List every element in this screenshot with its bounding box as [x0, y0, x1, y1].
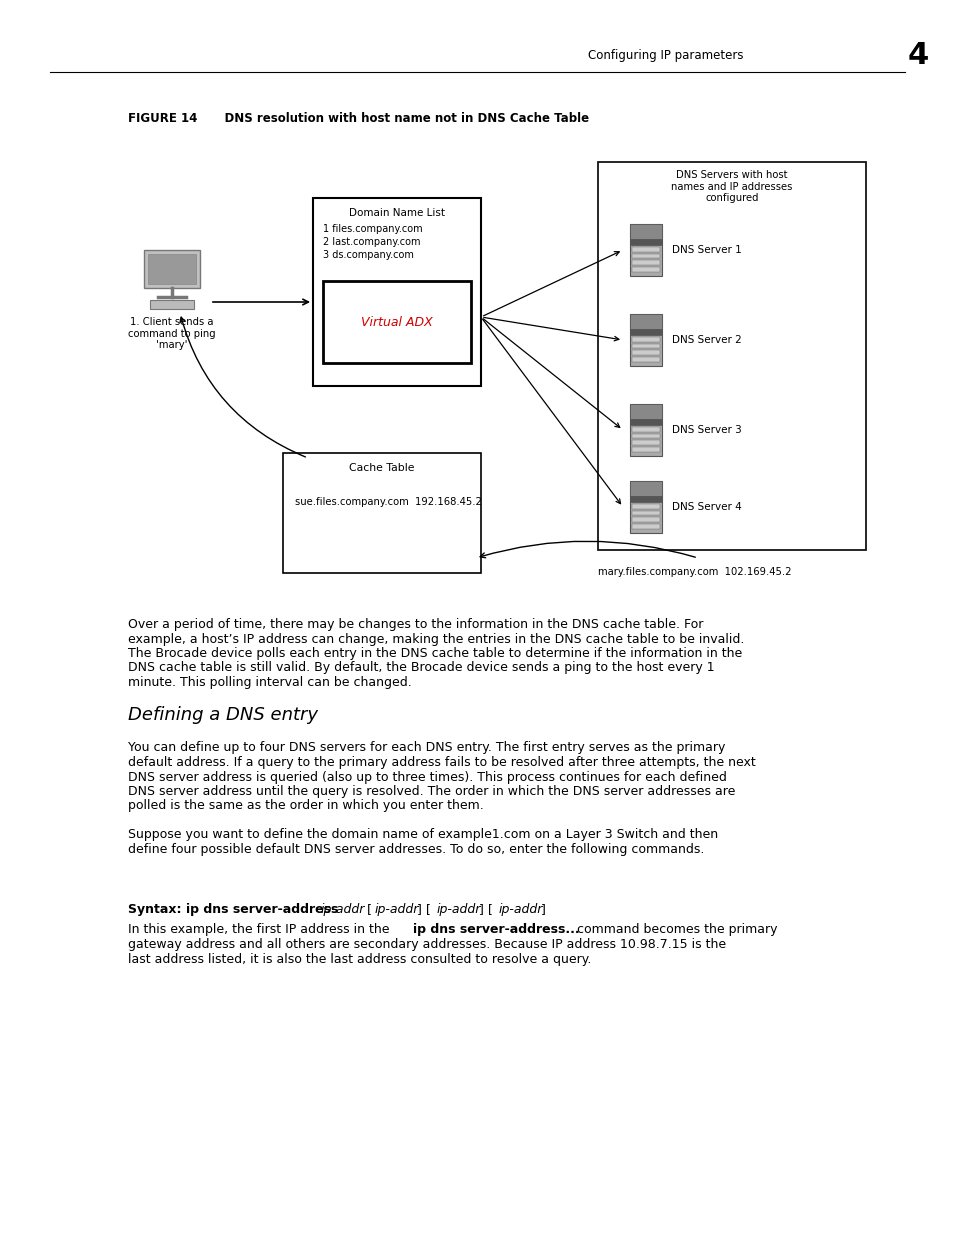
Bar: [631, 427, 659, 431]
Bar: [323, 282, 471, 363]
Text: gateway address and all others are secondary addresses. Because IP address 10.98: gateway address and all others are secon…: [128, 939, 725, 951]
Bar: [150, 300, 193, 309]
Bar: [631, 441, 659, 445]
Text: last address listed, it is also the last address consulted to resolve a query.: last address listed, it is also the last…: [128, 952, 591, 966]
Text: ] [: ] [: [416, 903, 431, 916]
Text: Over a period of time, there may be changes to the information in the DNS cache : Over a period of time, there may be chan…: [128, 618, 702, 631]
Bar: [631, 433, 659, 438]
Text: 3 ds.company.com: 3 ds.company.com: [323, 249, 414, 261]
Text: mary.files.company.com  102.169.45.2: mary.files.company.com 102.169.45.2: [598, 567, 791, 577]
Text: ]: ]: [540, 903, 545, 916]
Text: default address. If a query to the primary address fails to be resolved after th: default address. If a query to the prima…: [128, 756, 755, 769]
Bar: [629, 404, 661, 419]
Text: DNS server address is queried (also up to three times). This process continues f: DNS server address is queried (also up t…: [128, 771, 726, 783]
Text: minute. This polling interval can be changed.: minute. This polling interval can be cha…: [128, 676, 412, 689]
Bar: [631, 267, 659, 272]
Text: DNS Server 2: DNS Server 2: [671, 335, 741, 345]
Text: 1 files.company.com: 1 files.company.com: [323, 224, 422, 233]
Bar: [629, 238, 661, 245]
Text: ip dns server-address...: ip dns server-address...: [413, 924, 579, 936]
Text: ip-addr: ip-addr: [436, 903, 481, 916]
Text: In this example, the first IP address in the: In this example, the first IP address in…: [128, 924, 393, 936]
Text: define four possible default DNS server addresses. To do so, enter the following: define four possible default DNS server …: [128, 842, 703, 856]
Text: Virtual ADX: Virtual ADX: [361, 315, 433, 329]
Text: DNS Servers with host
names and IP addresses
configured: DNS Servers with host names and IP addre…: [671, 170, 792, 204]
Text: Configuring IP parameters: Configuring IP parameters: [587, 48, 742, 62]
Bar: [631, 510, 659, 515]
Text: ip-addr: ip-addr: [498, 903, 543, 916]
Text: command becomes the primary: command becomes the primary: [573, 924, 777, 936]
Bar: [148, 254, 195, 284]
Bar: [629, 329, 661, 335]
Text: 4: 4: [906, 41, 927, 69]
Bar: [629, 314, 661, 329]
Bar: [629, 404, 661, 456]
Text: ] [: ] [: [478, 903, 493, 916]
Bar: [631, 247, 659, 252]
Bar: [631, 343, 659, 348]
Text: 1. Client sends a
command to ping
'mary': 1. Client sends a command to ping 'mary': [128, 317, 215, 351]
Bar: [631, 447, 659, 452]
Text: DNS Server 1: DNS Server 1: [671, 245, 741, 254]
Text: ip-addr: ip-addr: [320, 903, 365, 916]
Bar: [631, 337, 659, 342]
Bar: [631, 261, 659, 266]
Text: example, a host’s IP address can change, making the entries in the DNS cache tab: example, a host’s IP address can change,…: [128, 632, 743, 646]
Text: DNS Server 4: DNS Server 4: [671, 501, 741, 513]
Text: The Brocade device polls each entry in the DNS cache table to determine if the i: The Brocade device polls each entry in t…: [128, 647, 741, 659]
Text: Domain Name List: Domain Name List: [349, 207, 444, 219]
Bar: [629, 224, 661, 275]
Text: Syntax:: Syntax:: [128, 903, 190, 916]
Text: You can define up to four DNS servers for each DNS entry. The first entry serves: You can define up to four DNS servers fo…: [128, 741, 724, 755]
Bar: [631, 524, 659, 529]
Bar: [631, 351, 659, 356]
Text: Defining a DNS entry: Defining a DNS entry: [128, 706, 317, 725]
Bar: [631, 504, 659, 509]
Bar: [631, 517, 659, 522]
Bar: [313, 198, 480, 387]
Bar: [283, 453, 480, 573]
Bar: [631, 357, 659, 362]
Text: ip-addr: ip-addr: [375, 903, 419, 916]
Bar: [629, 224, 661, 238]
Text: Cache Table: Cache Table: [349, 463, 415, 473]
Bar: [629, 480, 661, 534]
Text: 2 last.company.com: 2 last.company.com: [323, 237, 420, 247]
Text: DNS Server 3: DNS Server 3: [671, 425, 741, 435]
Bar: [144, 249, 200, 288]
Bar: [629, 419, 661, 425]
Bar: [631, 253, 659, 258]
Bar: [629, 495, 661, 501]
Text: DNS server address until the query is resolved. The order in which the DNS serve: DNS server address until the query is re…: [128, 785, 735, 798]
Bar: [598, 162, 865, 550]
Text: sue.files.company.com  192.168.45.2: sue.files.company.com 192.168.45.2: [294, 496, 481, 508]
Text: ip dns server-address: ip dns server-address: [186, 903, 338, 916]
Text: FIGURE 14: FIGURE 14: [128, 112, 197, 125]
Bar: [629, 480, 661, 495]
Text: [: [: [363, 903, 372, 916]
Text: DNS resolution with host name not in DNS Cache Table: DNS resolution with host name not in DNS…: [208, 112, 589, 125]
Text: DNS cache table is still valid. By default, the Brocade device sends a ping to t: DNS cache table is still valid. By defau…: [128, 662, 714, 674]
Bar: [629, 314, 661, 366]
Text: Suppose you want to define the domain name of example1.com on a Layer 3 Switch a: Suppose you want to define the domain na…: [128, 827, 718, 841]
Text: polled is the same as the order in which you enter them.: polled is the same as the order in which…: [128, 799, 483, 813]
